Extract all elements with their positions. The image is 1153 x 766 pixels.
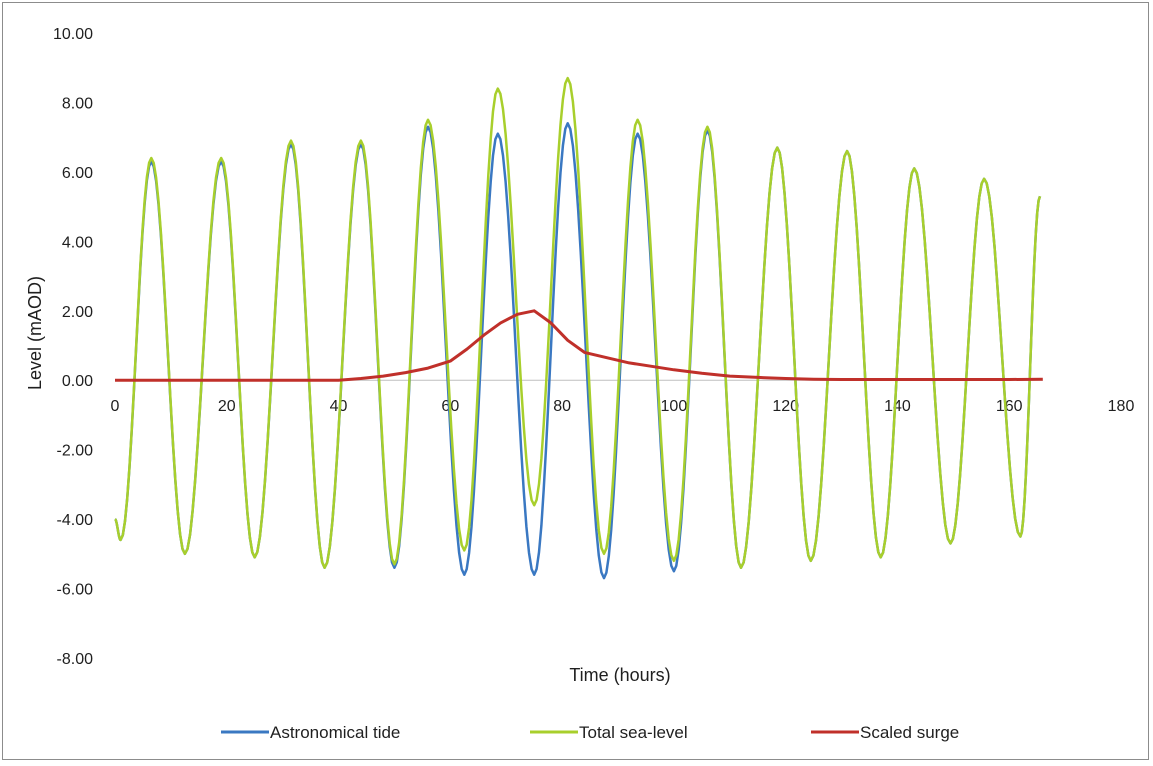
- x-tick-label: 40: [330, 398, 348, 415]
- legend-label: Total sea-level: [579, 723, 688, 742]
- y-tick-label: 2.00: [62, 304, 93, 321]
- y-tick-label: 10.00: [53, 26, 93, 43]
- series-line-0: [114, 122, 1042, 580]
- plot-series: [114, 76, 1043, 580]
- x-tick-label: 160: [996, 398, 1023, 415]
- y-tick-label: 0.00: [62, 373, 93, 390]
- x-tick-label: 100: [661, 398, 688, 415]
- x-tick-label: 180: [1108, 398, 1135, 415]
- x-tick-label: 120: [772, 398, 799, 415]
- x-axis: 0 20 40 60 80 100 120 140 160 180: [111, 379, 1135, 415]
- series-line-2: [115, 309, 1043, 382]
- y-axis-tick-labels: 10.00 8.00 6.00 4.00 2.00 0.00 -2.00 -4.00 -6.00…: [53, 26, 93, 668]
- legend-label: Scaled surge: [860, 723, 959, 742]
- legend-label: Astronomical tide: [270, 723, 400, 742]
- y-tick-label: 6.00: [62, 165, 93, 182]
- series-line-1: [114, 76, 1042, 569]
- x-tick-label: 80: [553, 398, 571, 415]
- y-tick-label: -2.00: [57, 443, 94, 460]
- y-tick-label: -4.00: [57, 512, 94, 529]
- x-tick-label: 140: [884, 398, 911, 415]
- y-tick-label: 4.00: [62, 234, 93, 251]
- legend: Astronomical tide Total sea-level Scaled s…: [221, 723, 959, 742]
- x-tick-label: 0: [111, 398, 120, 415]
- tide-chart: 10.00 8.00 6.00 4.00 2.00 0.00 -2.00 -4.00 -6.00…: [25, 26, 1135, 742]
- y-tick-label: -6.00: [57, 582, 94, 599]
- x-tick-label: 20: [218, 398, 236, 415]
- y-tick-label: 8.00: [62, 95, 93, 112]
- y-axis-title: Level (mAOD): [25, 276, 45, 390]
- x-axis-title: Time (hours): [569, 665, 670, 685]
- y-tick-label: -8.00: [57, 651, 94, 668]
